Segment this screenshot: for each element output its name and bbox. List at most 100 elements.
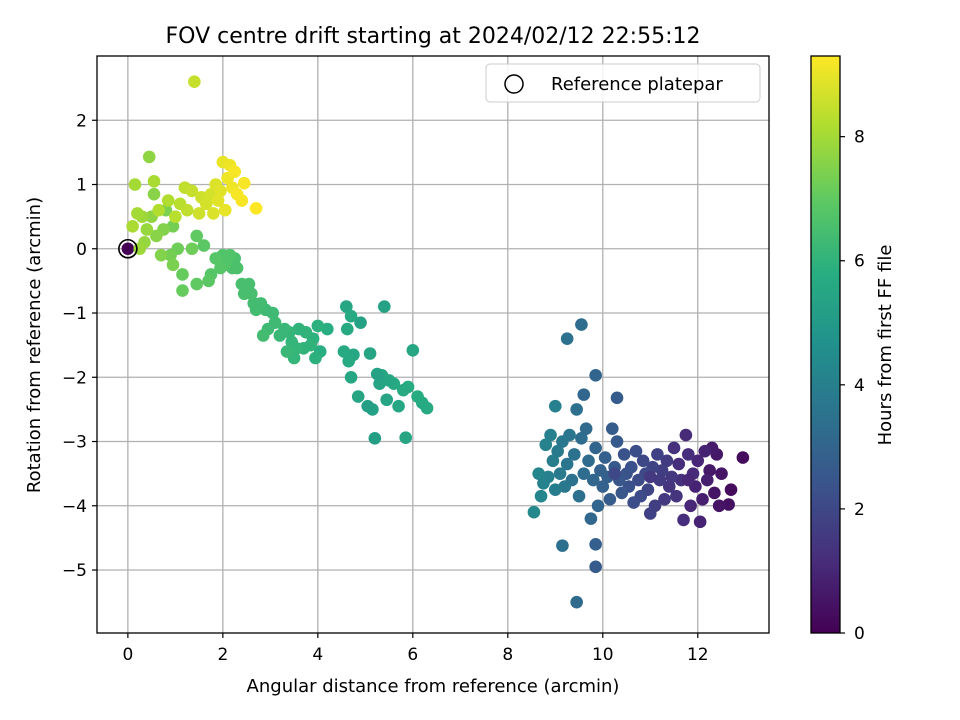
data-point (589, 560, 602, 574)
data-point (161, 194, 175, 207)
legend: Reference platepar (485, 63, 761, 103)
data-point (273, 329, 287, 342)
data-point (309, 351, 322, 365)
data-point (249, 201, 263, 215)
data-point (368, 432, 382, 445)
data-point (150, 229, 163, 243)
data-point (700, 473, 714, 487)
data-point (665, 470, 678, 484)
data-point (280, 345, 294, 358)
data-point (610, 435, 624, 448)
data-point (373, 377, 386, 390)
data-point (154, 248, 168, 262)
data-point (636, 454, 650, 468)
y-tick-label: 1 (76, 176, 87, 196)
colorbar-ticks: 0 2 4 6 8 (840, 128, 865, 644)
data-points (121, 75, 750, 609)
data-point (627, 496, 640, 509)
grid-lines (97, 56, 769, 633)
data-point (629, 444, 643, 458)
colorbar-tick-label: 0 (854, 624, 865, 644)
data-point (658, 493, 671, 506)
data-point (605, 422, 619, 435)
colorbar-tick-label: 8 (854, 128, 865, 148)
data-point (247, 297, 261, 310)
data-point (321, 322, 334, 336)
data-point (378, 300, 391, 313)
data-point (411, 390, 424, 403)
data-point (147, 187, 161, 201)
data-point (166, 219, 180, 233)
data-point (392, 399, 405, 413)
x-tick-label: 0 (122, 645, 133, 665)
data-point (292, 322, 306, 336)
data-point (131, 207, 144, 220)
data-point (551, 444, 564, 458)
data-point (337, 345, 351, 358)
data-point (548, 399, 562, 413)
data-point (166, 258, 180, 272)
data-point (176, 268, 189, 281)
data-point (736, 451, 750, 464)
data-point (703, 464, 716, 477)
x-tick-label: 4 (312, 645, 323, 665)
colorbar-tick-label: 2 (854, 500, 865, 520)
data-point (553, 467, 567, 480)
data-point (185, 242, 199, 256)
data-point (651, 448, 664, 461)
data-point (691, 454, 705, 468)
data-point (121, 242, 135, 256)
data-point (610, 391, 624, 405)
data-point (677, 513, 690, 527)
data-point (560, 332, 574, 346)
legend-box (485, 63, 761, 103)
data-point (643, 470, 657, 484)
data-point (598, 451, 612, 464)
data-point (190, 229, 204, 243)
x-tick-label: 2 (217, 645, 228, 665)
data-point (340, 322, 354, 336)
data-point (594, 464, 607, 477)
data-point (558, 480, 572, 493)
y-axis-ticks: −5 −4 −3 −2 −1 0 1 2 (62, 111, 97, 581)
data-point (532, 467, 545, 480)
chart-title: FOV centre drift starting at 2024/02/12 … (166, 24, 701, 49)
data-point (582, 454, 595, 468)
data-point (653, 473, 667, 487)
data-point (693, 515, 707, 529)
data-point (589, 441, 602, 455)
data-point (577, 388, 591, 401)
colorbar-label: Hours from first FF file (875, 245, 896, 446)
data-point (698, 444, 712, 458)
data-point (546, 454, 560, 468)
data-point (207, 207, 220, 220)
data-point (548, 483, 562, 497)
data-point (237, 176, 251, 190)
data-point (190, 277, 204, 291)
data-point (176, 284, 189, 297)
data-point (681, 448, 695, 461)
data-point (527, 505, 541, 519)
data-point (140, 223, 154, 236)
data-point (586, 473, 600, 487)
data-point (126, 219, 139, 233)
data-point (724, 483, 738, 497)
y-tick-label: −5 (62, 561, 87, 581)
data-point (199, 197, 213, 211)
x-tick-label: 6 (407, 645, 418, 665)
data-point (577, 467, 591, 480)
data-point (228, 165, 242, 178)
data-point (534, 489, 548, 503)
data-point (712, 499, 726, 513)
data-point (556, 435, 569, 448)
data-point (560, 457, 574, 471)
data-point (169, 210, 182, 223)
data-point (589, 538, 602, 551)
data-point (197, 239, 211, 252)
data-point (556, 539, 569, 552)
y-tick-label: −3 (62, 433, 87, 453)
reference-marker-layer (118, 238, 138, 259)
colorbar (810, 55, 841, 634)
data-point (679, 428, 693, 442)
